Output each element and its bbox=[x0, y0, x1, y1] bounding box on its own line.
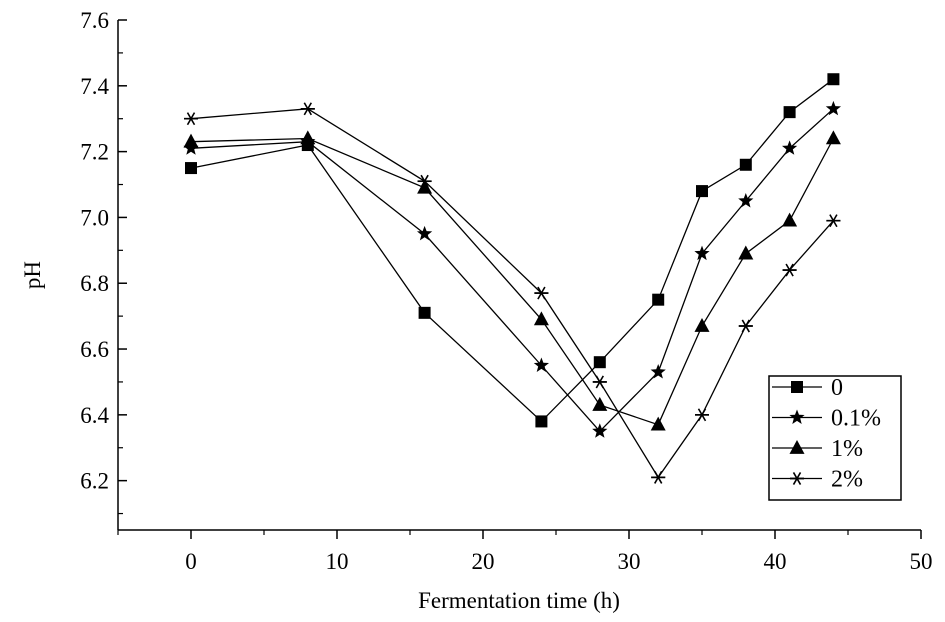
data-point-asterisk bbox=[184, 112, 198, 126]
y-tick-label: 7.0 bbox=[80, 205, 109, 230]
legend-marker-star bbox=[789, 409, 805, 424]
data-point-square bbox=[418, 306, 431, 319]
data-point-asterisk bbox=[695, 408, 709, 422]
data-point-asterisk bbox=[651, 470, 666, 484]
series-line bbox=[190, 108, 834, 479]
legend-marker-triangle bbox=[789, 439, 805, 454]
legend-item: 0.1% bbox=[772, 406, 881, 432]
y-axis-ticks: 6.2 6.4 6.6 6.8 7.0 7.2 7.4 7.6 bbox=[80, 8, 127, 515]
legend-label: 0.1% bbox=[831, 406, 881, 432]
legend-label: 1% bbox=[831, 436, 863, 462]
data-point-triangle bbox=[417, 179, 433, 194]
data-point-star bbox=[825, 100, 842, 116]
legend-items: 0 0.1% 1% 2% bbox=[772, 375, 881, 493]
y-tick-label: 6.6 bbox=[80, 337, 109, 362]
data-point-triangle bbox=[738, 245, 754, 260]
y-tick-label: 6.2 bbox=[80, 469, 109, 494]
legend-item: 0 bbox=[772, 375, 843, 401]
legend-box bbox=[768, 375, 902, 501]
legend-marker-asterisk bbox=[790, 472, 804, 485]
y-tick-label: 6.4 bbox=[80, 403, 109, 428]
series-line bbox=[190, 78, 834, 423]
data-point-triangle bbox=[825, 130, 841, 145]
x-axis-ticks: 0 10 20 30 40 50 bbox=[117, 530, 933, 574]
data-point-square bbox=[696, 185, 708, 198]
legend-marker-square bbox=[791, 381, 803, 393]
y-tick-label: 7.2 bbox=[80, 140, 109, 165]
x-tick-label: 20 bbox=[472, 549, 495, 574]
legend-label: 2% bbox=[831, 467, 863, 493]
series-4 bbox=[184, 102, 841, 484]
data-point-star bbox=[650, 364, 666, 379]
data-point-square bbox=[827, 73, 840, 86]
x-tick-label: 30 bbox=[618, 549, 641, 574]
data-point-asterisk bbox=[592, 375, 607, 389]
data-point-star bbox=[592, 423, 608, 438]
data-point-triangle bbox=[650, 416, 666, 431]
data-point-triangle bbox=[592, 396, 608, 411]
legend-item: 1% bbox=[772, 436, 863, 462]
series-layer bbox=[183, 73, 842, 484]
x-tick-label: 40 bbox=[764, 549, 787, 574]
data-point-square bbox=[593, 356, 606, 369]
data-point-square bbox=[652, 293, 665, 306]
legend-item: 2% bbox=[772, 467, 863, 493]
data-point-asterisk bbox=[300, 102, 315, 116]
data-point-asterisk bbox=[738, 319, 753, 333]
y-tick-label: 7.4 bbox=[80, 74, 109, 99]
data-point-square bbox=[739, 158, 752, 171]
y-tick-label: 6.8 bbox=[80, 271, 109, 296]
data-point-square bbox=[783, 106, 796, 119]
y-axis-title: pH bbox=[20, 261, 45, 289]
data-point-asterisk bbox=[782, 263, 797, 277]
data-point-triangle bbox=[183, 133, 199, 148]
data-point-asterisk bbox=[826, 214, 841, 228]
legend-label: 0 bbox=[831, 375, 843, 401]
data-point-square bbox=[185, 162, 197, 175]
data-point-triangle bbox=[694, 317, 710, 332]
series-1 bbox=[185, 73, 840, 428]
data-point-star bbox=[533, 357, 550, 372]
data-point-star bbox=[694, 245, 710, 261]
data-point-triangle bbox=[533, 311, 549, 326]
x-axis-title: Fermentation time (h) bbox=[418, 588, 620, 613]
data-point-asterisk bbox=[417, 174, 432, 188]
data-point-triangle bbox=[300, 130, 316, 145]
x-tick-label: 0 bbox=[185, 549, 197, 574]
series-3 bbox=[183, 130, 841, 431]
series-2 bbox=[183, 100, 842, 438]
data-point-asterisk bbox=[534, 286, 549, 300]
data-point-square bbox=[535, 415, 548, 428]
legend: 0 0.1% 1% 2% bbox=[768, 375, 902, 501]
data-point-star bbox=[416, 225, 433, 241]
series-line bbox=[190, 137, 834, 426]
x-tick-label: 10 bbox=[326, 549, 349, 574]
data-point-star bbox=[738, 192, 754, 208]
plot-frame bbox=[117, 20, 921, 531]
data-point-star bbox=[781, 140, 798, 155]
data-point-triangle bbox=[782, 212, 798, 227]
y-tick-label: 7.6 bbox=[80, 8, 109, 33]
x-tick-label: 50 bbox=[910, 549, 933, 574]
series-line bbox=[190, 108, 834, 433]
